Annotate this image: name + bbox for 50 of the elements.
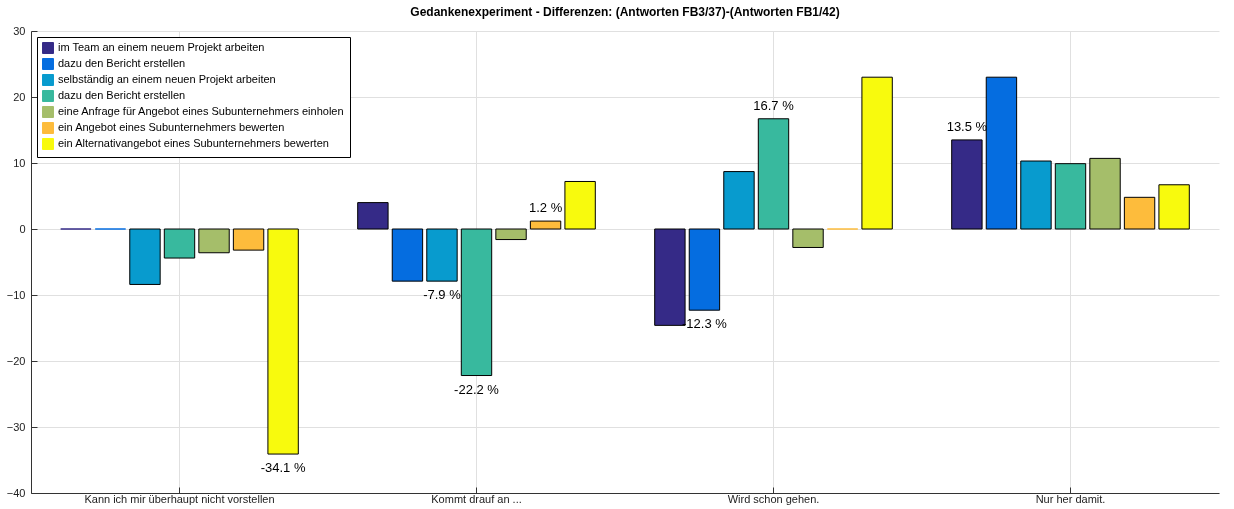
y-tick-label: −30 — [6, 420, 26, 433]
data-label: -22.2 % — [454, 381, 500, 397]
bar — [198, 228, 230, 254]
bar — [564, 180, 596, 230]
y-tick-label: 20 — [13, 90, 26, 103]
legend-label: dazu den Bericht erstellen — [58, 57, 186, 69]
y-tick-label: −40 — [6, 486, 26, 499]
data-label: -12.3 % — [682, 316, 728, 332]
legend-label: im Team an einem neuem Projekt arbeiten — [58, 41, 265, 53]
bar — [163, 228, 196, 259]
y-tick-label: 30 — [13, 24, 26, 37]
y-tick-label: −10 — [6, 288, 26, 301]
bar — [1089, 157, 1121, 230]
bar — [792, 228, 824, 248]
y-tick-label: −20 — [6, 354, 26, 367]
bar — [357, 202, 389, 230]
y-tick-label: 10 — [13, 156, 26, 169]
y-tick-label: 0 — [19, 222, 26, 235]
legend-label: ein Alternativangebot eines Subunternehmers bewerten — [58, 137, 329, 149]
bar — [426, 228, 458, 282]
legend-label: ein Angebot eines Subunternehmers bewerten — [58, 121, 285, 133]
legend-label: selbständig an einem neuen Projekt arbeiten — [58, 73, 276, 85]
bar — [757, 118, 790, 230]
bar — [495, 228, 527, 241]
legend-label: dazu den Bericht erstellen — [58, 89, 186, 101]
bar — [723, 171, 755, 230]
bar — [391, 228, 424, 282]
bar — [1158, 184, 1190, 230]
bar — [985, 76, 1018, 230]
data-label: 1.2 % — [528, 200, 563, 216]
bar — [951, 139, 983, 230]
bar — [232, 228, 265, 251]
bar — [688, 228, 721, 311]
data-label: 16.7 % — [753, 97, 795, 113]
x-tick-label: Nur her damit. — [1035, 492, 1106, 505]
data-label: -7.9 % — [423, 287, 462, 303]
x-tick-label: Kann ich mir überhaupt nicht vorstellen — [84, 492, 275, 505]
bar — [129, 228, 161, 285]
x-tick-label: Kommt drauf an ... — [431, 492, 522, 505]
data-label: -34.1 % — [260, 460, 306, 476]
bar — [1123, 196, 1156, 230]
bar — [460, 228, 493, 377]
bar — [529, 220, 562, 230]
bar — [861, 76, 893, 230]
legend-label: eine Anfrage für Angebot eines Subunternehmers einholen — [58, 105, 344, 117]
x-tick-label: Wird schon gehen. — [727, 492, 820, 505]
chart-title: Gedankenexperiment - Differenzen: (Antworten FB3/37)-(Antworten FB1/42) — [410, 5, 840, 19]
bar — [267, 228, 299, 455]
bar — [1020, 160, 1052, 230]
bar — [1054, 163, 1087, 230]
